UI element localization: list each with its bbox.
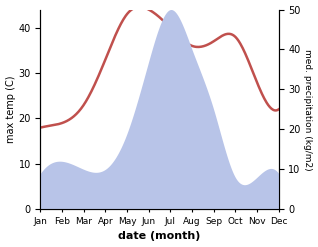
Y-axis label: med. precipitation (kg/m2): med. precipitation (kg/m2) — [303, 49, 313, 170]
Y-axis label: max temp (C): max temp (C) — [5, 76, 16, 143]
X-axis label: date (month): date (month) — [118, 231, 201, 242]
